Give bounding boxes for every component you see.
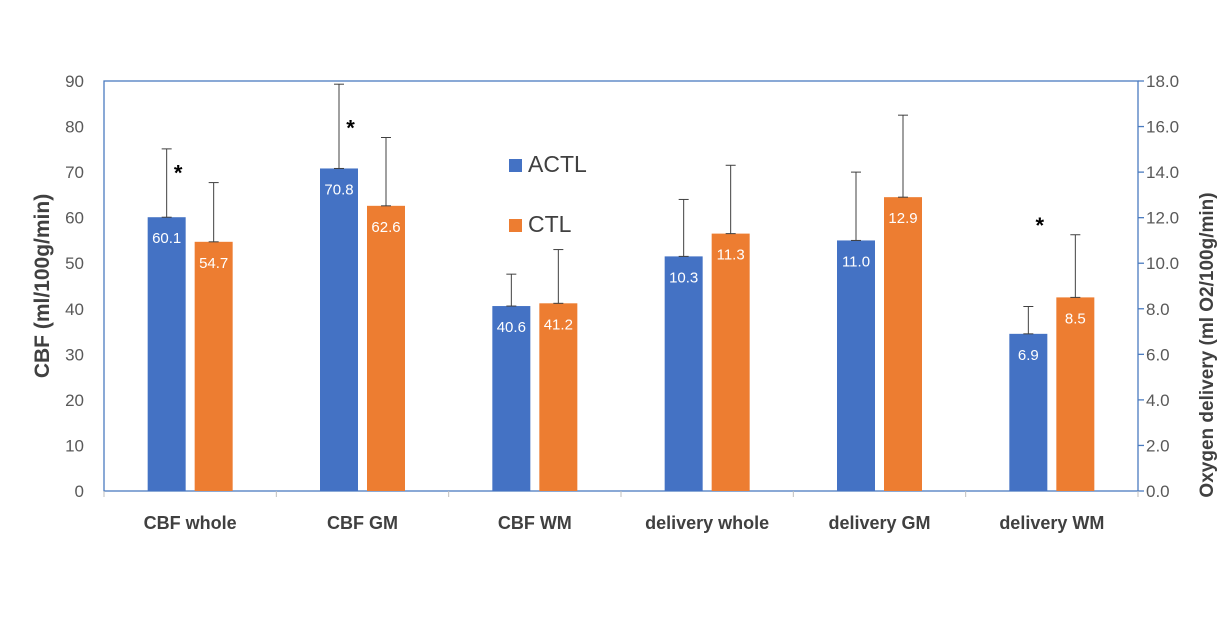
bar-actl [837, 240, 875, 491]
category-label: delivery GM [828, 513, 930, 533]
category-label: CBF GM [327, 513, 398, 533]
right-tick-label: 2.0 [1146, 436, 1170, 455]
data-label: 6.9 [1018, 347, 1039, 364]
data-label: 40.6 [497, 319, 526, 336]
left-tick-label: 0 [75, 482, 84, 501]
legend-label-ctl: CTL [528, 211, 572, 237]
category-label: CBF whole [144, 513, 237, 533]
right-tick-label: 12.0 [1146, 209, 1179, 228]
data-label: 60.1 [152, 230, 181, 247]
bar-actl [1009, 333, 1048, 491]
data-label: 12.9 [888, 210, 917, 227]
left-tick-label: 40 [65, 300, 84, 319]
bar-ctl [194, 241, 233, 491]
left-tick-label: 70 [65, 163, 84, 182]
bar-actl [320, 168, 358, 491]
category-label: delivery WM [999, 513, 1104, 533]
data-label: 62.6 [371, 219, 400, 236]
data-label: 11.3 [717, 247, 745, 264]
right-tick-label: 8.0 [1146, 300, 1170, 319]
bar-ctl [884, 197, 922, 491]
left-tick-label: 90 [65, 72, 84, 91]
category-label: delivery whole [645, 513, 769, 533]
significance-marker: * [346, 115, 355, 140]
legend-swatch-ctl [509, 219, 522, 232]
left-tick-label: 20 [65, 391, 84, 410]
legend-label-actl: ACTL [528, 151, 587, 177]
data-label: 8.5 [1065, 310, 1086, 327]
left-tick-label: 10 [65, 436, 84, 455]
left-tick-label: 30 [65, 345, 84, 364]
right-tick-label: 10.0 [1146, 254, 1179, 273]
right-tick-label: 16.0 [1146, 118, 1179, 137]
right-tick-label: 14.0 [1146, 163, 1179, 182]
bar-ctl [1056, 297, 1095, 491]
data-label: 10.3 [669, 269, 698, 286]
left-tick-label: 60 [65, 209, 84, 228]
plot-area-frame [103, 80, 1139, 492]
right-axis-title: Oxygen delivery (ml O2/100g/min) [1197, 192, 1218, 497]
right-tick-label: 6.0 [1146, 345, 1170, 364]
bar-ctl [367, 205, 405, 492]
right-tick-label: 4.0 [1146, 391, 1170, 410]
data-label: 41.2 [544, 316, 573, 333]
data-label: 11.0 [842, 253, 870, 270]
bar-actl [664, 256, 703, 491]
significance-marker: * [1036, 213, 1045, 238]
left-tick-label: 80 [65, 118, 84, 137]
right-tick-label: 18.0 [1146, 72, 1179, 91]
bar-ctl [711, 233, 750, 491]
bar-actl [147, 217, 186, 491]
left-tick-label: 50 [65, 254, 84, 273]
legend-swatch-actl [509, 159, 522, 172]
bar-actl [492, 306, 531, 491]
data-label: 54.7 [199, 255, 228, 272]
data-label: 70.8 [324, 181, 353, 198]
right-tick-label: 0.0 [1146, 482, 1170, 501]
left-axis-title: CBF (ml/100g/min) [31, 194, 54, 378]
category-label: CBF WM [498, 513, 572, 533]
bar-ctl [539, 303, 578, 491]
significance-marker: * [174, 161, 183, 186]
